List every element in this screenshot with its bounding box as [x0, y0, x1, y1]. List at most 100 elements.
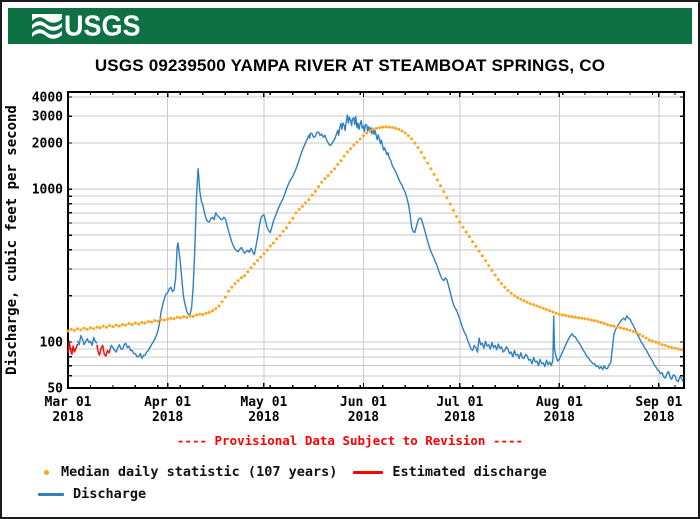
median-legend-marker-icon	[44, 469, 49, 475]
median-dot	[663, 343, 667, 347]
estimated-series	[67, 340, 112, 357]
median-dot	[609, 324, 613, 328]
median-dot	[477, 249, 481, 253]
median-dot	[599, 321, 603, 324]
median-dot	[79, 328, 83, 332]
median-dot	[384, 125, 388, 129]
median-dot	[361, 134, 365, 138]
median-dot	[676, 347, 680, 351]
median-dot	[256, 259, 259, 262]
median-dot	[95, 325, 99, 329]
median-dot	[577, 316, 581, 320]
y-axis-title: Discharge, cubic feet per second	[4, 105, 20, 375]
median-dot	[654, 340, 658, 344]
median-dot	[528, 302, 532, 306]
x-tick-year: 2018	[544, 410, 575, 425]
median-dot	[317, 185, 320, 189]
median-dot	[313, 189, 317, 193]
median-dot	[297, 207, 301, 211]
median-dot	[262, 252, 266, 256]
y-tick-label: 50	[47, 382, 63, 397]
median-dot	[538, 305, 542, 309]
median-dot	[281, 229, 285, 233]
x-gridlines	[167, 92, 660, 388]
x-tick-month: Jul 01	[436, 395, 483, 410]
y-tick-label: 3000	[32, 110, 63, 125]
median-dot	[333, 167, 336, 171]
median-dot	[394, 126, 398, 130]
median-dot	[127, 322, 131, 325]
estimated-legend-marker-icon	[353, 470, 384, 474]
median-dot	[638, 332, 642, 336]
median-dot	[310, 193, 314, 197]
median-dot	[92, 327, 96, 331]
median-dot	[133, 321, 137, 325]
median-dot	[336, 163, 340, 166]
median-dot	[580, 316, 584, 320]
median-dot	[673, 346, 677, 350]
median-dot	[204, 311, 208, 315]
median-dot	[471, 240, 475, 244]
y-tick-labels: 4000 3000 2000 1000 100 50	[32, 91, 63, 397]
median-dot	[72, 328, 76, 332]
median-dot	[355, 140, 359, 144]
median-dot	[397, 127, 401, 131]
median-dot	[564, 314, 568, 317]
median-dot	[545, 308, 548, 311]
usgs-logo: USGS	[32, 10, 141, 42]
median-dot	[275, 237, 279, 241]
axis-ticks	[67, 92, 684, 389]
x-tick-month: Mar 01	[45, 395, 92, 410]
median-dot	[239, 276, 243, 280]
median-dot	[89, 326, 92, 330]
x-tick-year: 2018	[248, 410, 279, 425]
median-dot	[114, 323, 118, 327]
median-dot	[426, 161, 430, 165]
median-dot	[137, 322, 141, 326]
discharge-legend-label: Discharge	[73, 486, 147, 502]
median-dot	[358, 137, 362, 141]
median-dot	[586, 317, 590, 321]
x-tick-year: 2018	[152, 410, 183, 425]
median-dot	[143, 321, 147, 325]
median-dot	[339, 159, 343, 163]
median-dot	[82, 326, 86, 330]
page-title: USGS 09239500 YAMPA RIVER AT STEAMBOAT S…	[94, 56, 606, 75]
median-dot	[230, 285, 234, 289]
median-dot	[243, 274, 247, 278]
legend-row-2: Discharge	[36, 483, 547, 505]
x-tick-year: 2018	[643, 410, 674, 425]
median-dot	[557, 312, 561, 316]
y-gridlines	[68, 96, 684, 389]
x-tick-year: 2018	[348, 410, 379, 425]
x-tick-month: Jun 01	[340, 395, 387, 410]
median-dot	[618, 326, 622, 330]
median-dot	[342, 154, 346, 158]
median-dot	[644, 336, 648, 340]
median-dot	[593, 319, 597, 323]
median-dot	[442, 190, 446, 194]
median-dot	[349, 147, 353, 151]
median-dot	[573, 315, 577, 319]
median-dot	[467, 235, 471, 239]
median-dot	[634, 331, 638, 335]
median-dot	[448, 202, 452, 206]
median-dot	[647, 338, 651, 342]
median-dot	[419, 150, 423, 154]
median-dot	[252, 262, 256, 266]
median-dot	[124, 323, 128, 327]
median-dot	[439, 184, 442, 188]
median-dot	[484, 259, 487, 263]
median-dot	[166, 317, 170, 321]
median-dot	[561, 313, 565, 317]
median-dot	[227, 289, 231, 293]
median-dot	[641, 334, 645, 338]
median-dot	[423, 156, 426, 160]
median-dot	[670, 346, 674, 349]
median-dot	[69, 327, 73, 331]
usgs-waves-icon	[32, 12, 62, 40]
median-dot	[111, 325, 115, 329]
legend-row-1: Median daily statistic (107 years) Estim…	[36, 461, 547, 483]
median-dot	[284, 226, 288, 230]
